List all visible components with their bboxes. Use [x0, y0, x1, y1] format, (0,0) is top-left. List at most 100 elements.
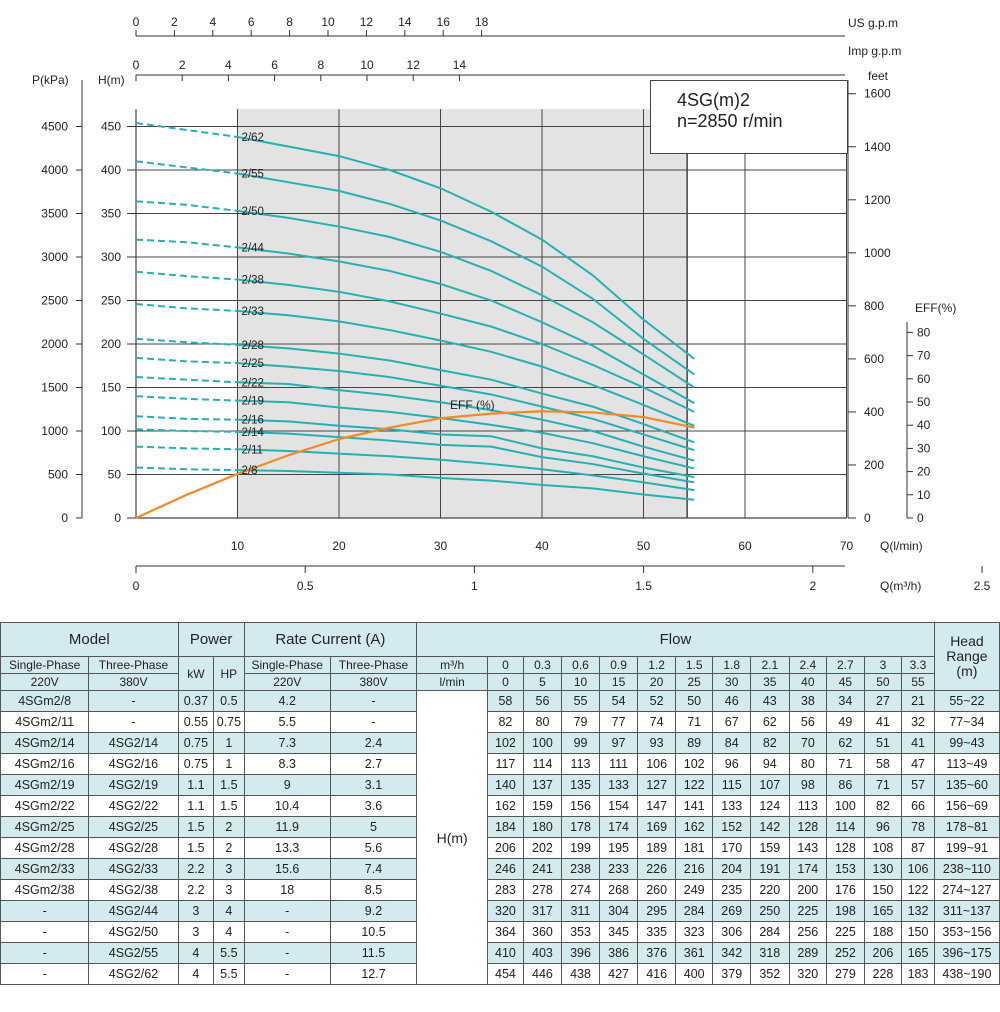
flow-m3h-value: 3 — [863, 656, 903, 674]
head-value: 143 — [788, 837, 828, 859]
head-value: 82 — [863, 795, 903, 817]
power-hp: 3 — [213, 858, 245, 880]
flow-lmin-value: 45 — [826, 673, 865, 691]
head-value: 141 — [674, 795, 714, 817]
flow-lmin-value: 40 — [788, 673, 828, 691]
three-phase-model: 4SG2/38 — [88, 879, 179, 901]
head-value: 84 — [712, 732, 751, 754]
head-value: 128 — [788, 816, 828, 838]
head-value: 133 — [598, 774, 639, 796]
head-value: 235 — [712, 879, 751, 901]
power-hp: 0.75 — [213, 711, 245, 733]
table-row: 4SGm2/14 4SG2/14 0.75 1 7.3 2.4 102 100 99 97 93 89… — [0, 732, 1000, 754]
voltage-380-current-header: 380V — [329, 673, 418, 691]
head-tick-label: 250 — [101, 294, 121, 308]
head-value: 364 — [487, 921, 524, 943]
table-row: 4SGm2/22 4SG2/22 1.1 1.5 10.4 3.6 162 159 156 154… — [0, 795, 1000, 817]
curve-label: 2/33 — [242, 306, 264, 318]
curve-label: 2/11 — [242, 444, 264, 456]
us-gpm-tick-label: 4 — [209, 15, 216, 29]
flow-lmin-value: 35 — [750, 673, 790, 691]
current-220v: 13.3 — [243, 837, 331, 859]
head-value: 199 — [561, 837, 600, 859]
feet-tick-label: 1600 — [864, 87, 891, 101]
current-380v: 5.6 — [329, 837, 418, 859]
head-value: 317 — [522, 900, 563, 922]
head-curve-dashed — [135, 428, 238, 433]
head-value: 400 — [674, 963, 714, 985]
lmin-tick-label: 70 — [840, 539, 854, 553]
feet-tick-label: 1000 — [864, 246, 891, 260]
lmin-tick-label: 30 — [434, 539, 448, 553]
efficiency-curve — [135, 410, 695, 520]
head-value: 46 — [712, 690, 751, 712]
single-phase-model: 4SGm2/16 — [0, 753, 90, 775]
three-phase-model: 4SG2/33 — [88, 858, 179, 880]
pump-performance-chart: 0 2 4 6 8 10 12 14 16 180 2 4 6 8 10 12 1405001000150020… — [32, 15, 991, 593]
power-kw: 0.55 — [177, 711, 215, 733]
head-value: 176 — [826, 879, 865, 901]
head-value: 32 — [901, 711, 935, 733]
pressure-axis-label: P(kPa) — [32, 73, 69, 87]
head-curve-dashed — [135, 376, 238, 384]
head-value: 87 — [901, 837, 935, 859]
chart-title-box: 4SG(m)2 n=2850 r/min — [650, 80, 848, 154]
pressure-tick-label: 1000 — [41, 424, 68, 438]
current-220v: 15.6 — [243, 858, 331, 880]
head-value: 202 — [522, 837, 563, 859]
head-value: 284 — [674, 900, 714, 922]
head-range-header: Head Range (m) — [933, 622, 1000, 691]
feet-tick-label: 200 — [864, 458, 884, 472]
head-value: 86 — [826, 774, 865, 796]
power-kw: 4 — [177, 963, 215, 985]
current-380v: 9.2 — [329, 900, 418, 922]
head-curve-dashed — [135, 270, 238, 281]
head-value: 38 — [788, 690, 828, 712]
head-label-cell: H(m) — [416, 690, 489, 985]
head-value: 94 — [750, 753, 790, 775]
flow-header: Flow — [416, 622, 935, 657]
table-row: 4SGm2/38 4SG2/38 2.2 3 18 8.5 283 278 274 268 260 2… — [0, 879, 1000, 901]
head-curve-dashed — [135, 160, 238, 175]
head-value: 124 — [750, 795, 790, 817]
head-value: 241 — [522, 858, 563, 880]
flow-lmin-value: 30 — [712, 673, 751, 691]
us-gpm-tick-label: 14 — [398, 15, 412, 29]
head-value: 80 — [788, 753, 828, 775]
head-value: 78 — [901, 816, 935, 838]
head-value: 47 — [901, 753, 935, 775]
current-220v: - — [243, 942, 331, 964]
curve-label: 2/16 — [242, 415, 264, 427]
three-phase-model: 4SG2/22 — [88, 795, 179, 817]
rate-current-header: Rate Current (A) — [243, 622, 418, 657]
power-hp: 3 — [213, 879, 245, 901]
head-value: 323 — [674, 921, 714, 943]
three-phase-model: 4SG2/16 — [88, 753, 179, 775]
head-value: 57 — [901, 774, 935, 796]
flow-m3h-value: 0.6 — [561, 656, 600, 674]
current-220v: 8.3 — [243, 753, 331, 775]
head-tick-label: 0 — [114, 511, 121, 525]
head-value: 174 — [788, 858, 828, 880]
table-row: 4SGm2/11-0.55 0.75 5.5-82 80 79 77 74 71 67 62 56 4… — [0, 711, 1000, 733]
current-380v: 2.7 — [329, 753, 418, 775]
current-380v: 5 — [329, 816, 418, 838]
head-value: 204 — [712, 858, 751, 880]
three-phase-model: 4SG2/25 — [88, 816, 179, 838]
head-value: 318 — [750, 942, 790, 964]
power-hp: 4 — [213, 921, 245, 943]
head-value: 128 — [826, 837, 865, 859]
performance-table: Model Power Rate Current (A) Flow Head R… — [0, 622, 1000, 985]
head-value: 283 — [487, 879, 524, 901]
us-gpm-tick-label: 2 — [171, 15, 178, 29]
head-value: 216 — [674, 858, 714, 880]
imp-gpm-tick-label: 10 — [360, 58, 374, 72]
head-value: 106 — [901, 858, 935, 880]
head-value: 238 — [561, 858, 600, 880]
eff-tick-label: 30 — [917, 441, 931, 455]
head-value: 284 — [750, 921, 790, 943]
head-value: 289 — [788, 942, 828, 964]
lmin-tick-label: 40 — [535, 539, 549, 553]
head-value: 152 — [712, 816, 751, 838]
power-kw: 2.2 — [177, 879, 215, 901]
